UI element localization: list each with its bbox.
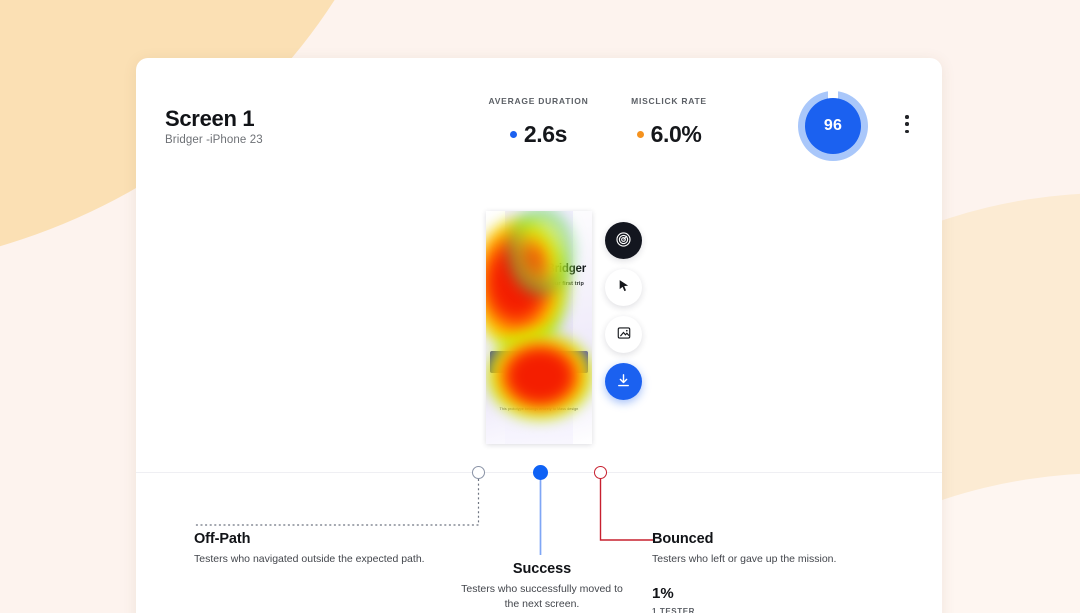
score-gauge-center: 96 (805, 98, 861, 154)
cursor-icon (616, 278, 632, 297)
metric-average-duration-value: 2.6s (523, 121, 568, 147)
download-tool-button[interactable] (605, 363, 642, 400)
legend-bounced-percent: 1% (652, 585, 674, 603)
legend-off-path: Off-Path Testers who navigated outside t… (194, 531, 494, 567)
score-gauge-gap (828, 89, 838, 101)
legend-bounced-description: Testers who left or gave up the mission. (652, 553, 837, 565)
legend-off-path-title: Off-Path (194, 531, 251, 547)
page-title: Screen 1 (165, 106, 255, 131)
screen-preview[interactable]: Bridger ly for your first trip This prot… (486, 211, 592, 444)
screen-report-card: Screen 1 Bridger -iPhone 23 AVERAGE DURA… (136, 58, 942, 613)
heatmap-blob-bottom (488, 333, 592, 419)
heatmap-tool-button[interactable] (605, 222, 642, 259)
metric-misclick-rate-label: MISCLICK RATE (631, 96, 707, 106)
score-value: 96 (823, 117, 843, 134)
phone-mockup: Bridger ly for your first trip This prot… (486, 211, 592, 444)
metric-average-duration: AVERAGE DURATION 2.6s (466, 96, 611, 146)
metric-misclick-rate: MISCLICK RATE 6.0% (604, 96, 734, 146)
image-icon (616, 325, 632, 344)
legend-success-description: Testers who successfully moved to the ne… (461, 583, 623, 611)
legend-bounced-count: 1 TESTER (652, 607, 696, 613)
metric-average-duration-label: AVERAGE DURATION (488, 96, 589, 106)
heatmap-blob-top-halo (508, 211, 574, 295)
node-off-path[interactable] (472, 466, 485, 479)
legend-success: Success Testers who successfully moved t… (456, 561, 628, 612)
legend-off-path-description: Testers who navigated outside the expect… (194, 553, 425, 565)
metric-average-duration-dot (509, 131, 517, 138)
legend-bounced: Bounced Testers who left or gave up the … (652, 531, 902, 613)
metric-misclick-rate-value: 6.0% (650, 121, 702, 147)
download-icon (615, 372, 632, 392)
clickmap-tool-button[interactable] (605, 269, 642, 306)
screenshot-tool-button[interactable] (605, 316, 642, 353)
legend-bounced-title: Bounced (652, 531, 714, 547)
node-bounced[interactable] (594, 466, 607, 479)
heatmap-icon (615, 231, 632, 251)
page-subtitle: Bridger -iPhone 23 (165, 134, 263, 146)
score-gauge: 96 (798, 89, 868, 161)
kebab-menu-icon[interactable] (898, 113, 916, 135)
legend-success-title: Success (512, 561, 572, 577)
metric-misclick-rate-dot (636, 131, 644, 138)
node-success[interactable] (533, 465, 548, 480)
preview-toolbar (605, 222, 642, 400)
